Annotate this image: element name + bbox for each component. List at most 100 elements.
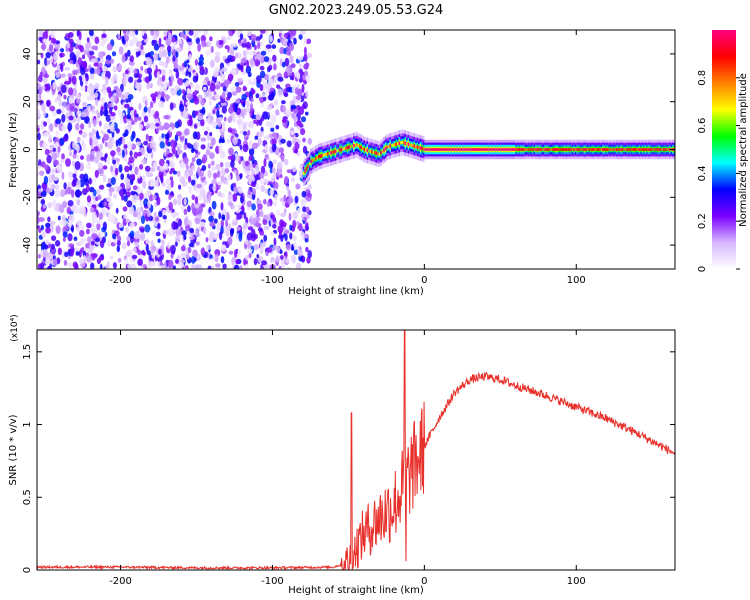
colorbar-ticks: 0 0.2 0.4 0.6 0.8: [697, 70, 740, 272]
noise-cell: [128, 61, 135, 66]
noise-cell: [224, 45, 230, 50]
ridge-cell: [438, 148, 440, 151]
ridge-cell: [576, 148, 578, 151]
noise-cell: [272, 214, 276, 224]
noise-cell: [167, 241, 171, 249]
ridge-cell: [397, 142, 399, 146]
ridge-cell: [462, 148, 464, 151]
noise-cell: [89, 137, 93, 146]
ridge-cell: [550, 148, 553, 151]
noise-cell: [281, 118, 287, 123]
noise-cell: [239, 33, 244, 40]
noise-cell: [208, 100, 212, 107]
noise-cell: [296, 220, 300, 226]
noise-cell: [249, 162, 253, 172]
noise-cell: [229, 48, 235, 56]
noise-cell: [102, 221, 107, 231]
ridge-cell: [469, 148, 472, 151]
noise-cell: [140, 31, 145, 36]
noise-cell: [192, 75, 199, 83]
noise-cell: [163, 80, 169, 89]
noise-cell: [280, 138, 286, 144]
noise-cell: [235, 259, 240, 265]
noise-cell: [253, 258, 258, 266]
noise-cell: [167, 259, 174, 269]
ridge-cell: [425, 148, 428, 151]
spectrogram-y-axis: -40 -20 0 20 40: [22, 48, 675, 253]
noise-cell: [171, 146, 176, 155]
noise-cell: [215, 263, 221, 268]
noise-cell: [41, 42, 46, 51]
noise-cell: [139, 199, 143, 208]
noise-cell: [306, 52, 312, 59]
noise-cell: [161, 92, 166, 98]
noise-cell: [69, 106, 76, 112]
noise-cell: [149, 142, 154, 149]
noise-cell: [231, 221, 236, 227]
noise-cell: [168, 201, 173, 211]
noise-cell: [45, 227, 51, 234]
noise-cell: [306, 38, 312, 44]
noise-cell: [303, 46, 307, 56]
noise-cell: [297, 72, 301, 80]
ridge-cell: [463, 148, 466, 151]
noise-cell: [127, 94, 134, 100]
noise-cell: [116, 146, 121, 153]
ridge-cell: [365, 148, 367, 152]
noise-cell: [173, 67, 179, 73]
noise-cell: [267, 247, 273, 253]
noise-cell: [163, 122, 170, 130]
noise-cell: [137, 116, 142, 121]
noise-cell: [221, 121, 226, 129]
noise-cell: [241, 93, 247, 101]
noise-cell: [89, 186, 95, 193]
noise-cell: [253, 119, 258, 124]
noise-cell: [201, 40, 206, 48]
noise-cell: [216, 170, 220, 178]
noise-cell: [132, 185, 138, 191]
noise-cell: [246, 100, 250, 109]
noise-cell: [271, 44, 277, 49]
noise-cell: [255, 93, 260, 99]
noise-cell: [264, 188, 269, 195]
noise-cell: [63, 135, 67, 142]
noise-cell: [197, 43, 202, 52]
noise-cell: [130, 134, 134, 142]
noise-cell: [244, 160, 249, 167]
noise-cell: [186, 59, 190, 64]
noise-cell: [125, 181, 131, 189]
noise-cell: [138, 254, 145, 260]
noise-cell: [126, 200, 133, 208]
noise-cell: [105, 76, 109, 86]
noise-cell: [212, 184, 217, 192]
noise-cell: [154, 118, 159, 124]
noise-cell: [278, 265, 282, 269]
noise-cell: [86, 95, 93, 101]
noise-cell: [46, 100, 50, 107]
noise-cell: [69, 51, 76, 61]
noise-cell: [271, 132, 278, 139]
ridge-cell: [349, 144, 352, 149]
noise-cell: [299, 163, 304, 170]
noise-cell: [108, 201, 114, 209]
noise-cell: [96, 130, 99, 139]
noise-cell: [255, 75, 262, 84]
ridge-cell: [529, 148, 531, 151]
noise-cell: [153, 179, 159, 188]
noise-cell: [156, 71, 161, 80]
noise-cell: [295, 95, 301, 101]
noise-cell: [59, 52, 65, 58]
ridge-cell: [374, 151, 376, 155]
noise-cell: [226, 36, 232, 41]
snr-frame: [36, 329, 676, 571]
noise-cell: [67, 170, 73, 177]
noise-cell: [269, 189, 275, 196]
noise-cell: [60, 73, 66, 78]
noise-cell: [227, 155, 233, 160]
ridge-cell: [656, 148, 659, 151]
ridge-cell: [492, 148, 495, 151]
noise-cell: [126, 30, 130, 37]
noise-cell: [67, 262, 73, 268]
noise-cell: [290, 129, 295, 136]
ridge-cell: [517, 148, 519, 151]
